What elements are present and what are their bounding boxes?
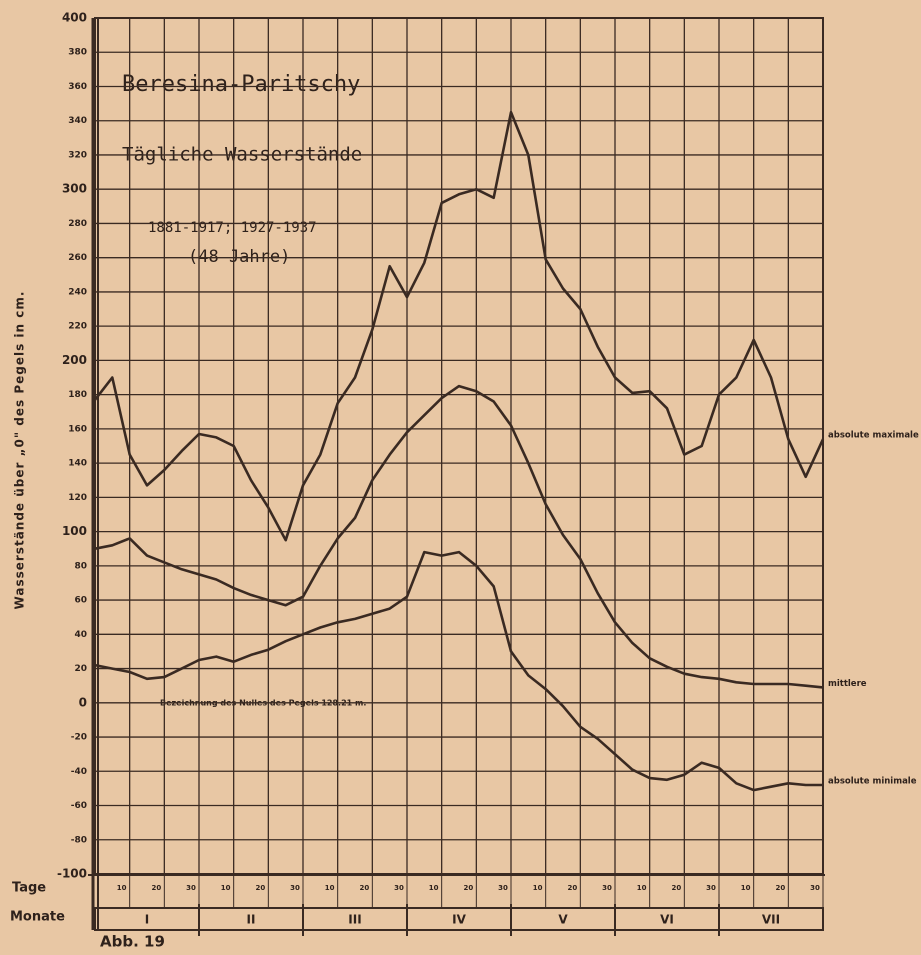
x-tick-label: 20 bbox=[775, 884, 785, 892]
series-line bbox=[94, 384, 824, 689]
y-axis-label: Wasserstände über „0" des Pegels in cm. bbox=[13, 291, 27, 610]
y-tick-label: -40 bbox=[71, 767, 87, 777]
y-tick-label: 200 bbox=[62, 353, 87, 367]
x-tick-label: 20 bbox=[671, 884, 681, 892]
x-tick-label: 30 bbox=[810, 884, 820, 892]
y-tick-label: 240 bbox=[68, 287, 87, 297]
x-axis-label: Tage bbox=[12, 881, 46, 896]
y-tick-label: 100 bbox=[62, 524, 87, 538]
years-text: 1881-1917; 1927-1937 bbox=[148, 220, 317, 236]
y-tick-label: -20 bbox=[71, 733, 87, 743]
y-tick-label: 280 bbox=[68, 219, 87, 229]
month-band bbox=[94, 907, 824, 931]
y-tick-label: -100 bbox=[57, 867, 87, 881]
y-tick-label: -60 bbox=[71, 801, 87, 811]
x-tick-label: 20 bbox=[255, 884, 265, 892]
month-label: III bbox=[348, 913, 361, 927]
y-tick-label: 40 bbox=[74, 630, 87, 640]
y-tick-label: 300 bbox=[62, 182, 87, 196]
legend-label: mittlere bbox=[828, 679, 867, 689]
figure-label: Abb. 19 bbox=[100, 933, 165, 951]
y-tick-label: 140 bbox=[68, 459, 87, 469]
x-tick-label: 30 bbox=[290, 884, 300, 892]
legend-label: absolute minimale bbox=[828, 776, 917, 786]
y-tick-label: 180 bbox=[68, 390, 87, 400]
x-tick-label: 30 bbox=[498, 884, 508, 892]
y-tick-label: 340 bbox=[68, 116, 87, 126]
series-line bbox=[93, 110, 825, 542]
x-tick-label: 30 bbox=[706, 884, 716, 892]
x-tick-label: 20 bbox=[567, 884, 577, 892]
x-tick-label: 30 bbox=[394, 884, 404, 892]
x-tick-label: 10 bbox=[637, 884, 647, 892]
x-tick-label: 10 bbox=[533, 884, 543, 892]
x-tick-label: 10 bbox=[117, 884, 127, 892]
x-tick-label: 30 bbox=[602, 884, 612, 892]
month-label: II bbox=[247, 913, 256, 927]
month-label: VII bbox=[762, 913, 780, 927]
y-tick-label: 80 bbox=[74, 561, 87, 571]
y-tick-label: 0 bbox=[79, 695, 87, 709]
y-tick-label: 220 bbox=[68, 322, 87, 332]
y-tick-label: 20 bbox=[74, 664, 87, 674]
month-axis-label: Monate bbox=[10, 910, 65, 925]
x-tick-label: 10 bbox=[221, 884, 231, 892]
x-tick-label: 30 bbox=[186, 884, 196, 892]
y-tick-label: 360 bbox=[68, 82, 87, 92]
x-tick-label: 10 bbox=[429, 884, 439, 892]
x-tick-label: 20 bbox=[151, 884, 161, 892]
y-tick-label: 380 bbox=[68, 48, 87, 58]
month-label: IV bbox=[452, 913, 466, 927]
chart-title: Beresina-Paritschy bbox=[122, 72, 360, 97]
y-tick-label: 120 bbox=[68, 493, 87, 503]
y-tick-label: 60 bbox=[74, 596, 87, 606]
x-tick-label: 20 bbox=[359, 884, 369, 892]
legend-label: absolute maximale bbox=[828, 431, 919, 441]
y-tick-label: 320 bbox=[68, 150, 87, 160]
x-tick-label: 10 bbox=[325, 884, 335, 892]
x-tick-label: 20 bbox=[463, 884, 473, 892]
month-label: VI bbox=[660, 913, 674, 927]
month-label: V bbox=[558, 913, 568, 927]
period-text: (48 Jahre) bbox=[188, 247, 290, 267]
y-tick-label: 160 bbox=[68, 424, 87, 434]
x-tick-label: 10 bbox=[741, 884, 751, 892]
y-tick-label: 400 bbox=[62, 11, 87, 25]
y-tick-label: 260 bbox=[68, 253, 87, 263]
series-line bbox=[94, 550, 823, 792]
y-tick-label: -80 bbox=[71, 835, 87, 845]
month-label: I bbox=[145, 913, 149, 927]
